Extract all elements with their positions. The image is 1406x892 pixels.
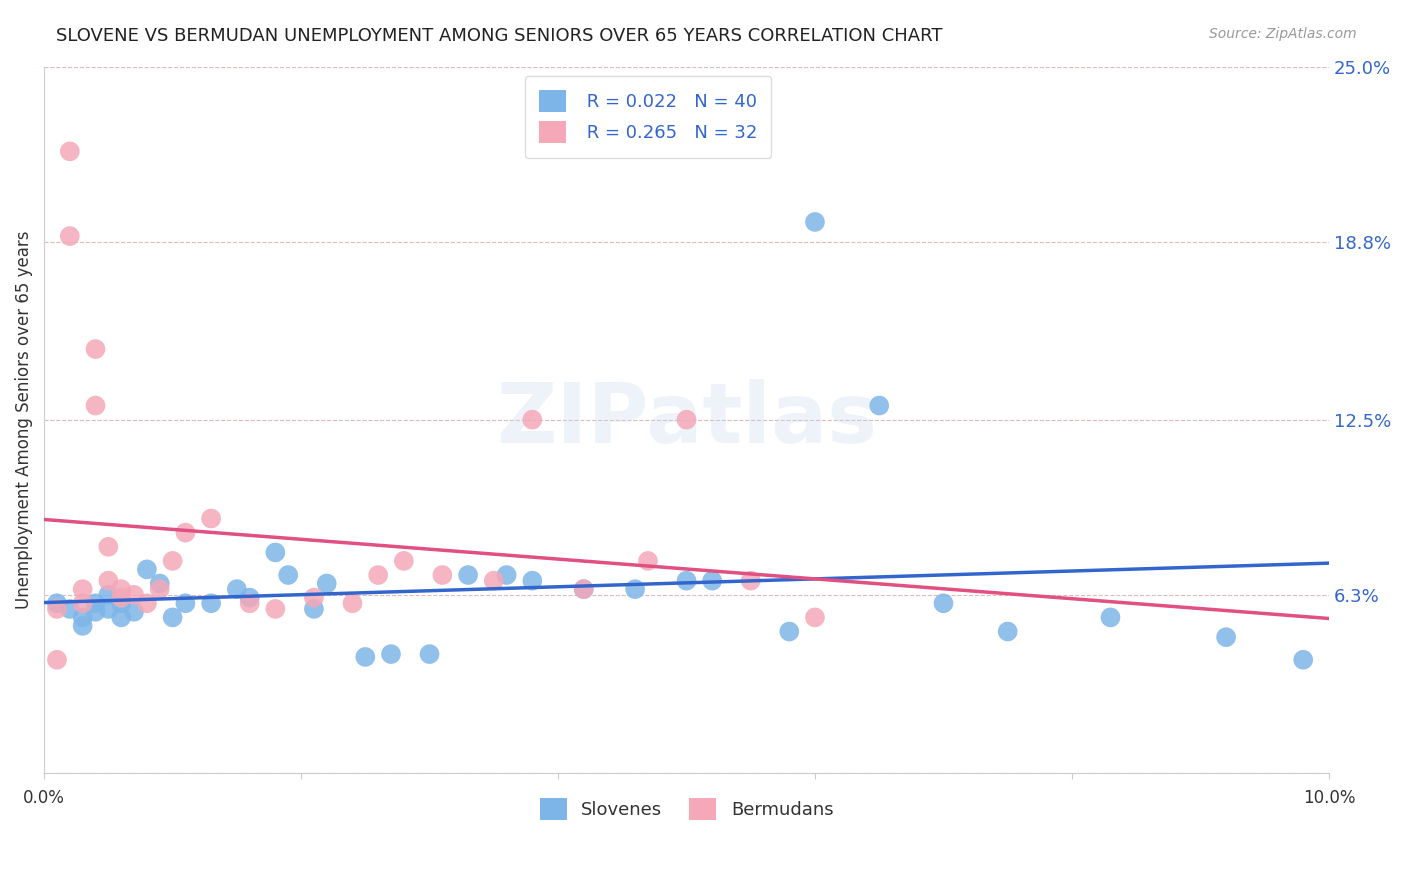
Point: [264, 545, 287, 559]
Point: [110, 582, 132, 596]
Point: [46, 596, 69, 610]
Point: [84, 596, 107, 610]
Point: [59, 145, 82, 159]
Y-axis label: Unemployment Among Seniors over 65 years: Unemployment Among Seniors over 65 years: [15, 230, 32, 609]
Point: [135, 562, 157, 576]
Point: [522, 412, 544, 426]
Point: [59, 602, 82, 616]
Point: [675, 412, 697, 426]
Text: SLOVENE VS BERMUDAN UNEMPLOYMENT AMONG SENIORS OVER 65 YEARS CORRELATION CHART: SLOVENE VS BERMUDAN UNEMPLOYMENT AMONG S…: [56, 27, 943, 45]
Point: [1292, 653, 1315, 667]
Legend: Slovenes, Bermudans: Slovenes, Bermudans: [524, 783, 848, 834]
Point: [302, 602, 325, 616]
Text: Source: ZipAtlas.com: Source: ZipAtlas.com: [1209, 27, 1357, 41]
Point: [302, 591, 325, 605]
Point: [315, 576, 337, 591]
Point: [1215, 630, 1237, 644]
Point: [97, 540, 120, 554]
Point: [380, 647, 402, 661]
Point: [72, 610, 94, 624]
Point: [110, 591, 132, 605]
Point: [804, 215, 827, 229]
Point: [522, 574, 544, 588]
Point: [122, 605, 145, 619]
Point: [149, 576, 172, 591]
Point: [354, 649, 377, 664]
Point: [277, 568, 299, 582]
Point: [59, 229, 82, 244]
Point: [572, 582, 595, 596]
Point: [572, 582, 595, 596]
Point: [72, 596, 94, 610]
Point: [932, 596, 955, 610]
Point: [46, 602, 69, 616]
Point: [72, 619, 94, 633]
Point: [392, 554, 415, 568]
Point: [162, 610, 184, 624]
Point: [804, 610, 827, 624]
Point: [457, 568, 479, 582]
Point: [122, 588, 145, 602]
Point: [110, 610, 132, 624]
Point: [740, 574, 762, 588]
Point: [135, 596, 157, 610]
Point: [200, 511, 222, 525]
Point: [778, 624, 800, 639]
Point: [264, 602, 287, 616]
Point: [162, 554, 184, 568]
Point: [110, 596, 132, 610]
Point: [84, 342, 107, 356]
Text: ZIPatlas: ZIPatlas: [496, 379, 877, 460]
Point: [675, 574, 697, 588]
Point: [419, 647, 441, 661]
Point: [342, 596, 364, 610]
Point: [200, 596, 222, 610]
Point: [225, 582, 247, 596]
Point: [868, 399, 890, 413]
Point: [72, 582, 94, 596]
Point: [174, 525, 197, 540]
Point: [495, 568, 517, 582]
Point: [637, 554, 659, 568]
Point: [367, 568, 389, 582]
Point: [702, 574, 724, 588]
Point: [432, 568, 454, 582]
Point: [46, 653, 69, 667]
Point: [239, 591, 262, 605]
Point: [84, 605, 107, 619]
Point: [624, 582, 647, 596]
Point: [239, 596, 262, 610]
Point: [97, 602, 120, 616]
Point: [97, 574, 120, 588]
Point: [1099, 610, 1122, 624]
Point: [149, 582, 172, 596]
Point: [482, 574, 505, 588]
Point: [84, 399, 107, 413]
Point: [174, 596, 197, 610]
Point: [997, 624, 1019, 639]
Point: [97, 588, 120, 602]
